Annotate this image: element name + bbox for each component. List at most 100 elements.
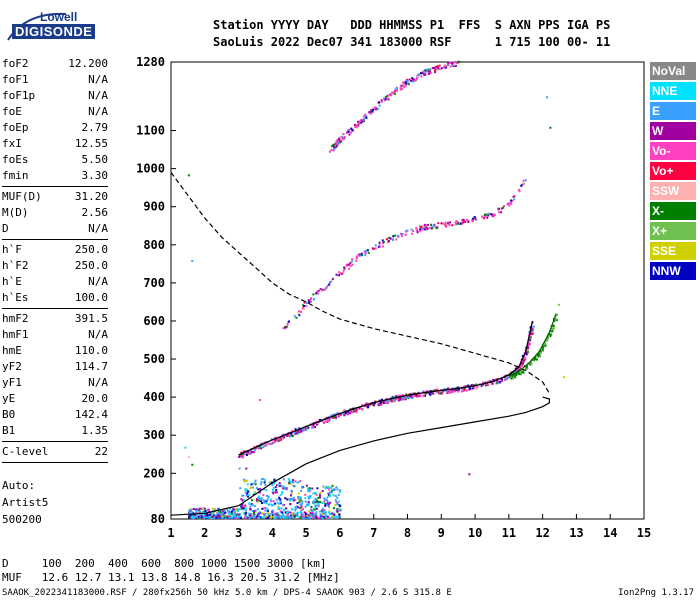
trace-point [428, 68, 431, 71]
trace-point [305, 428, 308, 431]
es-point [257, 512, 260, 515]
trace-point [401, 394, 404, 397]
trace-point [404, 84, 407, 87]
trace-point [526, 350, 529, 353]
trace-point [334, 143, 337, 146]
trace-point [353, 406, 356, 409]
es-point [319, 513, 322, 516]
es-point [205, 515, 208, 518]
trace-point [426, 228, 429, 231]
trace-point [394, 399, 397, 402]
es-point [218, 515, 221, 518]
trace-point [454, 390, 457, 393]
es-point [255, 516, 258, 519]
trace-point [277, 439, 280, 442]
trace-point [525, 351, 528, 354]
es-point [240, 498, 243, 501]
trace-point [443, 388, 446, 391]
es-point [289, 511, 292, 514]
trace-point [399, 398, 402, 401]
es-point [253, 491, 256, 494]
es-point [229, 507, 232, 510]
es-point [296, 502, 299, 505]
legend-item-x: X+ [650, 222, 696, 240]
es-point [259, 511, 262, 514]
es-point [233, 514, 236, 517]
trace-point [356, 125, 359, 128]
trace-point [519, 370, 522, 373]
trace-point [512, 195, 515, 198]
trace-point [404, 396, 407, 399]
trace-point [347, 267, 350, 270]
trace-point [412, 79, 415, 82]
es-point [331, 512, 334, 515]
noise-point [546, 96, 549, 99]
es-point [188, 509, 191, 512]
trace-point [372, 247, 375, 250]
es-point [241, 499, 244, 502]
trace-point [383, 97, 386, 100]
es-point [328, 494, 331, 497]
trace-point [359, 119, 362, 122]
es-point [192, 508, 195, 511]
es-point [292, 481, 295, 484]
es-point [289, 481, 292, 484]
es-point [240, 505, 243, 508]
es-point [263, 488, 266, 491]
trace-point [285, 433, 288, 436]
es-point [250, 483, 253, 486]
trace-point [513, 194, 516, 197]
trace-point [485, 384, 488, 387]
trace-point [526, 367, 529, 370]
es-point [288, 497, 291, 500]
es-point [247, 490, 250, 493]
es-point [274, 491, 277, 494]
trace-point [385, 397, 388, 400]
es-point [275, 488, 278, 491]
es-point [277, 502, 280, 505]
noise-point [549, 126, 552, 129]
es-point [246, 492, 249, 495]
trace-point [364, 115, 367, 118]
es-point [332, 515, 335, 518]
trace-point [262, 446, 265, 449]
trace-point [327, 419, 330, 422]
es-point [323, 510, 326, 513]
es-point [254, 483, 257, 486]
es-point [276, 512, 279, 515]
trace-point [356, 120, 359, 123]
es-point [246, 483, 249, 486]
es-point [264, 500, 267, 503]
es-point [301, 513, 304, 516]
trace-point [412, 78, 415, 81]
es-point [337, 510, 340, 513]
es-point [300, 509, 303, 512]
es-point [265, 489, 268, 492]
trace-point [399, 397, 402, 400]
trace-point [281, 437, 284, 440]
trace-point [513, 198, 516, 201]
trace-point [526, 351, 529, 354]
trace-point [462, 218, 465, 221]
trace-point [293, 315, 296, 318]
trace-point [351, 128, 354, 131]
trace-point [363, 251, 366, 254]
trace-point [378, 245, 381, 248]
es-point [332, 488, 335, 491]
trace-point [539, 349, 542, 352]
trace-point [378, 104, 381, 107]
x-tick-label: 2 [201, 526, 208, 540]
trace-point [343, 414, 346, 417]
es-point [235, 508, 238, 511]
param-separator [2, 441, 108, 442]
trace-point [432, 224, 435, 227]
es-point [223, 509, 226, 512]
trace-point [493, 213, 496, 216]
es-point [337, 515, 340, 518]
trace-point [471, 220, 474, 223]
es-point [199, 507, 202, 510]
scatter-layer [184, 60, 565, 520]
es-point [321, 507, 324, 510]
trace-point [461, 219, 464, 222]
trace-point [474, 217, 477, 220]
